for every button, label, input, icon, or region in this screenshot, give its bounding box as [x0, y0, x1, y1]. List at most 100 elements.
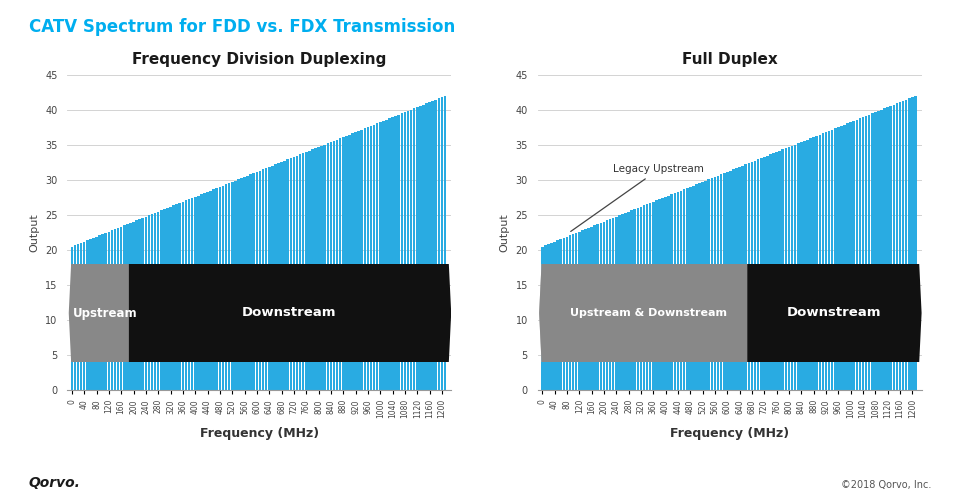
- Bar: [400, 114, 403, 390]
- Bar: [188, 199, 190, 390]
- Bar: [670, 194, 673, 390]
- Bar: [425, 104, 428, 390]
- Bar: [624, 213, 627, 390]
- Bar: [176, 204, 178, 390]
- Text: Upstream: Upstream: [73, 306, 137, 320]
- Bar: [901, 101, 904, 390]
- Bar: [145, 216, 147, 390]
- Bar: [584, 229, 587, 390]
- Bar: [830, 130, 833, 390]
- Bar: [692, 186, 695, 390]
- Bar: [890, 106, 892, 390]
- Bar: [301, 153, 304, 390]
- Bar: [745, 164, 747, 390]
- Bar: [572, 234, 574, 390]
- Bar: [877, 111, 879, 390]
- Title: Full Duplex: Full Duplex: [682, 52, 778, 67]
- Y-axis label: Output: Output: [500, 213, 510, 252]
- Bar: [896, 104, 899, 390]
- X-axis label: Frequency (MHz): Frequency (MHz): [670, 426, 789, 440]
- Bar: [850, 122, 852, 390]
- Bar: [575, 233, 578, 390]
- Bar: [880, 110, 883, 390]
- Bar: [612, 218, 614, 390]
- Bar: [397, 114, 400, 390]
- Bar: [899, 102, 901, 390]
- Bar: [311, 150, 314, 390]
- Bar: [336, 140, 338, 390]
- Bar: [784, 148, 787, 390]
- Bar: [735, 168, 738, 390]
- Polygon shape: [69, 264, 140, 362]
- X-axis label: Frequency (MHz): Frequency (MHz): [200, 426, 319, 440]
- Bar: [680, 190, 683, 390]
- Bar: [95, 236, 98, 390]
- Bar: [194, 196, 197, 390]
- Bar: [108, 232, 110, 390]
- Bar: [618, 216, 621, 390]
- Bar: [428, 102, 431, 390]
- Bar: [606, 220, 609, 390]
- Bar: [324, 144, 326, 390]
- Legend: 22 dB Tilt: 22 dB Tilt: [217, 498, 301, 500]
- Bar: [184, 200, 187, 390]
- Bar: [209, 190, 212, 390]
- Bar: [563, 238, 565, 390]
- Bar: [751, 162, 754, 390]
- Bar: [636, 208, 639, 390]
- Bar: [544, 246, 546, 390]
- Bar: [868, 114, 871, 390]
- Bar: [871, 114, 874, 390]
- Bar: [550, 243, 553, 390]
- Bar: [642, 206, 645, 390]
- Bar: [280, 162, 283, 390]
- Bar: [228, 183, 230, 390]
- Bar: [262, 170, 264, 390]
- Polygon shape: [540, 264, 758, 362]
- Title: Frequency Division Duplexing: Frequency Division Duplexing: [132, 52, 386, 67]
- Bar: [631, 210, 633, 390]
- Bar: [695, 184, 698, 390]
- Bar: [138, 219, 141, 390]
- Bar: [822, 134, 825, 390]
- Bar: [893, 104, 895, 390]
- Bar: [560, 239, 562, 390]
- Bar: [339, 138, 342, 390]
- Bar: [265, 168, 268, 390]
- Bar: [634, 209, 636, 390]
- Bar: [191, 198, 193, 390]
- Bar: [837, 127, 840, 390]
- Bar: [166, 208, 169, 390]
- Bar: [431, 101, 434, 390]
- Bar: [705, 180, 707, 390]
- Bar: [713, 177, 716, 390]
- Bar: [250, 174, 252, 390]
- Bar: [160, 210, 162, 390]
- Bar: [234, 180, 236, 390]
- Text: Downstream: Downstream: [242, 306, 337, 320]
- Bar: [413, 108, 416, 390]
- Bar: [206, 192, 209, 390]
- Bar: [840, 126, 843, 390]
- Bar: [354, 132, 357, 390]
- Bar: [407, 111, 409, 390]
- Bar: [275, 164, 276, 390]
- Bar: [590, 226, 593, 390]
- Bar: [416, 107, 419, 390]
- Bar: [113, 229, 116, 390]
- Bar: [314, 148, 317, 390]
- Bar: [754, 160, 756, 390]
- Bar: [667, 196, 670, 390]
- Bar: [98, 236, 101, 390]
- Bar: [321, 146, 323, 390]
- Bar: [438, 98, 441, 390]
- Bar: [258, 170, 261, 390]
- Bar: [305, 152, 307, 390]
- Bar: [441, 97, 444, 390]
- Bar: [791, 146, 793, 390]
- Bar: [156, 212, 159, 390]
- Bar: [557, 240, 559, 390]
- Bar: [135, 220, 138, 390]
- Bar: [215, 188, 218, 390]
- Bar: [286, 160, 289, 390]
